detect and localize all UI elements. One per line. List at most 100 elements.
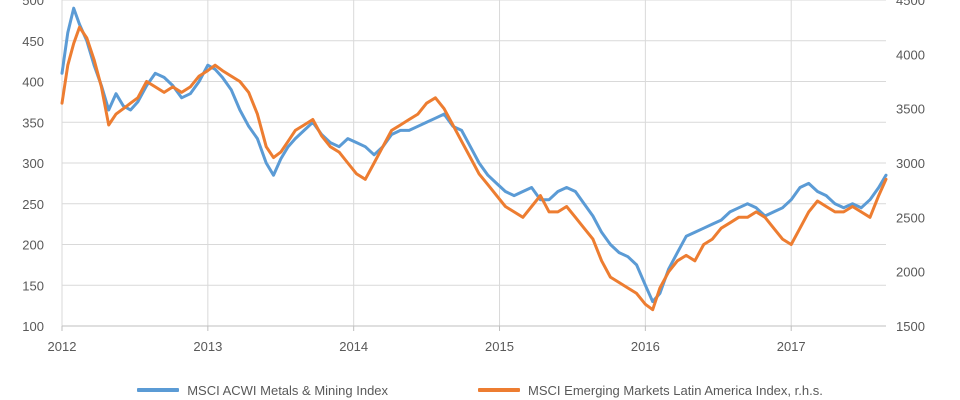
data-point-s1-49 [460,140,463,143]
data-point-s1-88 [798,227,802,230]
data-point-s1-73 [667,270,670,273]
y-left-tick-label: 250 [22,197,44,212]
y-left-tick-label: 150 [22,278,44,293]
data-point-s1-27 [272,156,275,159]
y-right-tick-label: 3500 [896,102,925,117]
data-point-s0-49 [460,129,463,132]
data-point-s0-43 [407,129,411,132]
legend-label-metals-mining: MSCI ACWI Metals & Mining Index [187,382,389,398]
data-point-s1-57 [530,205,533,208]
y-left-tick-label: 500 [22,0,44,8]
data-point-s0-51 [477,161,481,165]
data-point-s0-79 [720,218,723,222]
data-point-s0-64 [591,214,595,218]
data-point-s1-23 [238,80,242,83]
data-point-s1-81 [737,216,740,219]
data-point-s0-69 [635,263,638,267]
data-point-s0-66 [609,243,612,246]
data-point-s0-10 [129,108,132,112]
data-point-s1-55 [512,210,516,214]
data-point-s0-87 [790,198,793,201]
data-point-s1-75 [685,254,688,257]
data-point-s1-70 [644,303,647,306]
data-point-s1-29 [286,140,290,143]
data-point-s1-0 [60,102,64,105]
data-point-s0-76 [693,231,697,234]
data-point-s1-17 [189,85,192,89]
data-point-s0-80 [728,210,732,214]
data-point-s1-87 [790,243,793,246]
x-tick-label: 2017 [777,339,806,354]
data-point-s1-90 [816,199,819,203]
data-point-s1-54 [504,205,507,208]
data-point-s0-7 [107,108,110,112]
data-point-s1-76 [693,259,697,262]
data-point-s1-35 [337,150,341,154]
data-point-s0-19 [206,63,209,67]
data-point-s0-86 [781,206,784,209]
y-left-tick-label: 200 [22,238,44,253]
data-point-s0-61 [565,186,568,189]
data-point-s1-5 [92,58,96,61]
data-point-s0-98 [884,174,888,177]
data-point-s0-89 [807,182,810,185]
data-point-s1-6 [100,85,103,89]
data-point-s1-24 [247,91,250,94]
data-point-s1-94 [851,205,854,208]
data-point-s1-1 [66,63,70,67]
data-point-s0-23 [238,108,242,112]
y-right-tick-label: 4500 [896,0,925,8]
data-point-s1-79 [720,227,723,230]
x-tick-label: 2012 [48,339,77,354]
data-point-s1-53 [495,194,498,197]
data-point-s0-57 [530,186,533,189]
data-point-s0-2 [72,7,75,10]
x-tick-label: 2016 [631,339,660,354]
data-point-s1-74 [676,259,679,262]
data-point-s0-42 [399,129,402,132]
data-point-s0-90 [816,190,819,193]
data-point-s1-58 [539,194,542,197]
y-right-tick-label: 2000 [896,265,925,280]
data-point-s0-94 [851,202,854,205]
y-left-tick-label: 300 [22,156,44,171]
data-point-s0-8 [114,92,118,95]
x-tick-label: 2014 [339,339,368,354]
data-point-s1-66 [609,275,612,279]
data-point-s1-42 [399,123,402,127]
data-point-s1-95 [860,210,863,214]
data-point-s0-20 [213,68,217,71]
data-point-s1-11 [136,96,139,100]
data-point-s0-30 [294,137,297,140]
data-point-s0-81 [737,206,740,209]
data-point-s0-14 [162,76,166,79]
data-point-s0-45 [425,121,428,124]
data-point-s1-48 [451,123,455,127]
data-point-s1-51 [477,172,481,176]
data-point-s1-52 [486,183,490,186]
data-point-s1-98 [884,178,888,181]
data-point-s0-74 [676,251,679,254]
data-point-s1-41 [390,129,393,132]
data-point-s1-2 [72,42,75,45]
data-point-s1-46 [434,96,437,100]
data-point-s0-77 [702,227,705,230]
data-point-s0-36 [346,137,349,140]
x-tick-label: 2015 [485,339,514,354]
data-point-s1-33 [320,134,323,137]
data-point-s1-12 [145,80,148,83]
data-point-s1-36 [346,161,349,165]
data-point-s0-55 [512,194,516,197]
data-point-s1-61 [565,205,568,208]
data-point-s1-63 [582,227,586,230]
data-point-s1-59 [547,210,551,214]
data-point-s0-25 [256,137,259,140]
data-point-s0-75 [685,235,688,238]
data-point-s1-22 [230,74,233,78]
data-point-s1-13 [154,85,157,89]
data-point-s0-83 [755,206,758,209]
data-point-s0-37 [355,141,358,144]
data-point-s0-68 [626,255,630,258]
data-point-s0-24 [247,125,250,128]
data-point-s1-72 [658,286,662,290]
